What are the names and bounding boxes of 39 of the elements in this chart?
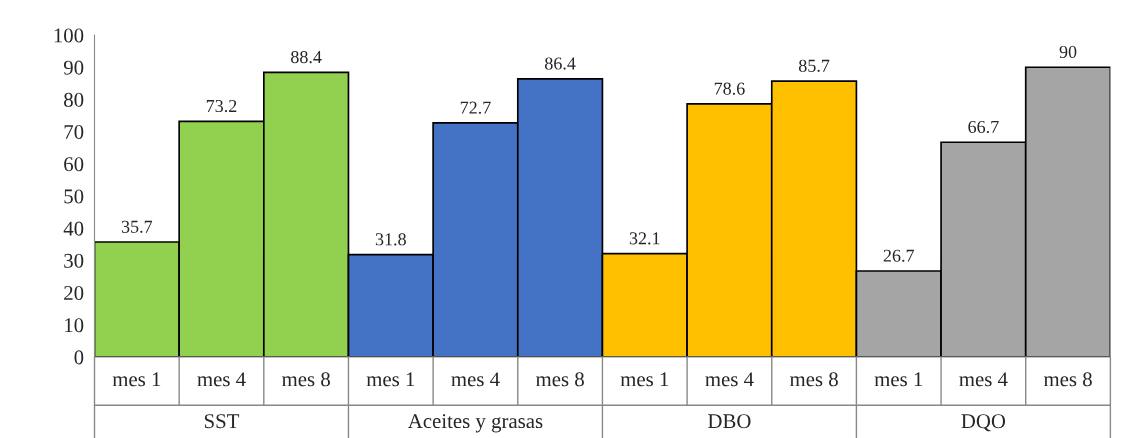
x-tick-label: mes 4 (705, 372, 754, 387)
data-label: 66.7 (968, 120, 999, 134)
x-tick-label: mes 1 (874, 372, 923, 387)
x-tick-label: mes 4 (197, 372, 246, 387)
y-tick-label: 80 (64, 92, 84, 107)
text: DQO (961, 414, 1006, 432)
y-tick-label: 100 (54, 28, 84, 43)
x-tick-label: mes 8 (789, 372, 838, 387)
data-label: 78.6 (714, 82, 745, 95)
x-tick-label: mes 1 (620, 372, 669, 387)
text: DBO (708, 414, 751, 429)
y-tick-label: 20 (64, 285, 84, 301)
x-tick-label: mes 1 (366, 372, 415, 387)
y-tick-label: 70 (64, 124, 84, 140)
x-tick-label: mes 4 (959, 372, 1008, 387)
y-tick-label: 40 (63, 221, 84, 236)
data-label: 88.4 (291, 50, 322, 64)
y-tick-label: 90 (63, 60, 84, 75)
x-tick-label: mes 1 (112, 372, 161, 387)
data-label: 86.4 (545, 57, 576, 70)
data-label: 90 (1059, 45, 1077, 59)
data-label: 85.7 (798, 59, 830, 72)
y-tick-label: 30 (64, 253, 84, 268)
data-label: 32.1 (629, 232, 660, 245)
y-tick-label: 50 (64, 189, 84, 204)
x-tick-label: mes 4 (451, 372, 500, 387)
y-tick-label: 10 (65, 318, 84, 333)
data-label: 73.2 (206, 99, 237, 113)
x-tick-label: mes 8 (535, 372, 584, 387)
text: SST (204, 414, 240, 429)
y-tick-label: 0 (74, 350, 84, 365)
x-tick-label: mes 8 (1043, 372, 1092, 387)
data-label: 26.7 (883, 249, 915, 262)
text: Aceites y grasas (407, 414, 543, 433)
x-tick-label: mes 8 (281, 372, 330, 387)
data-label: 31.8 (375, 233, 406, 246)
data-label: 72.7 (460, 101, 491, 114)
data-label: 35.7 (121, 220, 153, 233)
y-tick-label: 60 (64, 157, 84, 172)
